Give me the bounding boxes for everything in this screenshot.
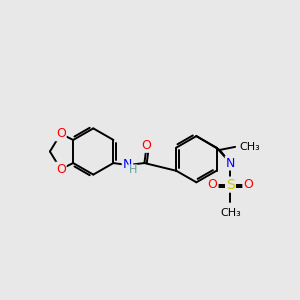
Text: CH₃: CH₃ xyxy=(220,208,241,218)
Text: N: N xyxy=(226,157,235,169)
Text: O: O xyxy=(243,178,253,191)
Text: O: O xyxy=(208,178,218,191)
Text: CH₃: CH₃ xyxy=(240,142,260,152)
Text: O: O xyxy=(56,127,66,140)
Text: S: S xyxy=(226,178,235,192)
Text: N: N xyxy=(123,158,132,171)
Text: O: O xyxy=(56,163,66,176)
Text: O: O xyxy=(141,139,151,152)
Text: H: H xyxy=(129,165,137,175)
